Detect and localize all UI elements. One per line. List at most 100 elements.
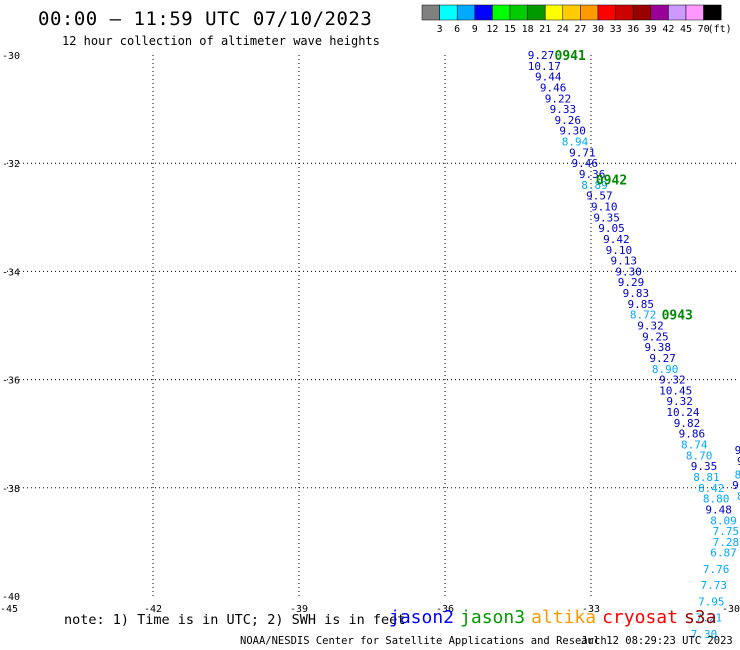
wave-height-label: 9.10	[591, 200, 618, 213]
lon-tick-label: -39	[290, 604, 308, 615]
wave-height-label: 8.94	[562, 136, 589, 149]
wave-height-label: 8.	[735, 468, 740, 481]
legend-tick-label: 27	[574, 24, 586, 35]
wave-height-label: 8.70	[686, 449, 713, 462]
lat-tick-label: -40	[2, 592, 20, 603]
wave-height-label: 9.30	[615, 265, 642, 278]
legend-unit: (ft)	[708, 24, 732, 35]
wave-height-label: 9.35	[593, 211, 620, 224]
wave-height-label: 7.28	[713, 536, 740, 549]
footer-note: note: 1) Time is in UTC; 2) SWH is in fe…	[64, 612, 406, 628]
wave-height-label: 8.80	[703, 493, 730, 506]
color-scale-legend: 3 6 9 12 15 18 21 24 27 30 33 36 39 42 45 70(ft)	[421, 4, 732, 35]
wave-height-label: 9.44	[535, 71, 562, 84]
legend-tick-label: 18	[522, 24, 534, 35]
legend-tick-label: 33	[610, 24, 622, 35]
wave-height-label: 8.42	[698, 482, 725, 495]
lat-tick-label: -36	[2, 376, 20, 387]
wave-height-label: 9.36	[579, 168, 606, 181]
legend-tick-label: 45	[680, 24, 692, 35]
wave-height-label: 8	[737, 490, 740, 503]
wave-height-label: 9.48	[705, 503, 732, 516]
wave-height-label: 9.33	[550, 103, 577, 116]
lon-tick-label: -45	[0, 604, 18, 615]
wave-height-label: 9.29	[618, 276, 645, 289]
chart-subtitle: 12 hour collection of altimeter wave hei…	[62, 34, 380, 48]
legend-tick-label: 70	[698, 24, 710, 35]
wave-height-label: 9.27	[528, 49, 555, 62]
wave-height-label: 7.21	[696, 612, 723, 625]
wave-height-label: 9.71	[569, 146, 596, 159]
satellite-altika: altika	[531, 607, 597, 628]
wave-height-label: 9.35	[691, 460, 718, 473]
wave-height-label: 10.24	[666, 406, 699, 419]
satellite-jason2: jason2	[389, 607, 455, 628]
satellite-legend: jason2 jason3 altika cryosat s3a	[389, 607, 722, 628]
wave-height-label: 7.95	[698, 595, 725, 608]
legend-tick-label: 39	[645, 24, 657, 35]
wave-height-label: 9.	[732, 479, 740, 492]
wave-height-label: 9.10	[606, 244, 633, 257]
wave-height-label: 8.90	[652, 363, 679, 376]
legend-tick-label: 36	[627, 24, 639, 35]
lat-tick-label: -34	[2, 267, 20, 278]
pass-time-label: 0943	[662, 309, 693, 324]
wave-height-label: 9.25	[642, 330, 669, 343]
lon-tick-label: -33	[582, 604, 600, 615]
legend-tick-label: 9	[472, 24, 478, 35]
lat-tick-label: -30	[2, 51, 20, 62]
wave-height-label: 7.73	[701, 579, 728, 592]
wave-height-label: 9.42	[603, 233, 630, 246]
legend-tick-label: 3	[437, 24, 443, 35]
wave-height-label: 8.81	[693, 471, 720, 484]
wave-height-label: 7.75	[713, 525, 740, 538]
legend-tick-label: 6	[454, 24, 460, 35]
wave-height-label: 9.82	[674, 417, 701, 430]
footer-credit: NOAA/NESDIS Center for Satellite Applica…	[240, 635, 607, 647]
wave-height-label: 9.22	[545, 92, 572, 105]
wave-height-label: 9.30	[559, 125, 586, 138]
legend-tick-label: 21	[539, 24, 551, 35]
wave-height-label: 9.26	[555, 114, 582, 127]
wave-height-label: 9.85	[628, 298, 655, 311]
satellite-jason3: jason3	[460, 607, 526, 628]
wave-height-label: 9.32	[666, 395, 693, 408]
wave-height-label: 7.30	[691, 628, 718, 641]
wave-height-label: 8.74	[681, 439, 708, 452]
wave-height-label: 9.46	[540, 81, 567, 94]
wave-height-label: 10.45	[659, 384, 692, 397]
chart-title: 00:00 – 11:59 UTC 07/10/2023	[38, 8, 373, 30]
wave-height-label: 9.32	[659, 374, 686, 387]
legend-tick-label: 30	[592, 24, 604, 35]
legend-swatch	[703, 4, 722, 21]
legend-tick-label: 24	[557, 24, 569, 35]
wave-height-label: 9.32	[637, 320, 664, 333]
pass-time-label: 0942	[596, 173, 627, 188]
wave-height-label: 9	[737, 455, 740, 468]
wave-height-label: 6.87	[710, 547, 737, 560]
wave-height-label: 8.72	[630, 309, 657, 322]
wave-height-label: 9.83	[623, 287, 650, 300]
wave-height-label: 9.05	[598, 222, 625, 235]
lon-tick-label: -42	[144, 604, 162, 615]
wave-height-label: 9.38	[645, 341, 672, 354]
wave-height-label: 9.27	[649, 352, 676, 365]
lat-tick-label: -38	[2, 484, 20, 495]
legend-tick-label: 12	[486, 24, 498, 35]
wave-height-label: 10.17	[528, 60, 561, 73]
satellite-s3a: s3a	[683, 607, 717, 628]
satellite-cryosat: cryosat	[602, 607, 678, 628]
legend-tick-label: 15	[504, 24, 516, 35]
lat-tick-label: -32	[2, 159, 20, 170]
wave-height-label: 9.57	[586, 190, 613, 203]
legend-tick-label: 42	[662, 24, 674, 35]
wave-height-label: 8.89	[581, 179, 608, 192]
wave-height-label: 9.	[735, 444, 740, 457]
lon-tick-label: -30	[722, 604, 740, 615]
wave-height-label: 9.46	[572, 157, 599, 170]
footer-updated: Jul 12 08:29:23 UTC 2023	[581, 635, 733, 647]
wave-height-label: 8.09	[710, 514, 737, 527]
wave-height-label: 7.76	[703, 563, 730, 576]
wave-height-label: 9.86	[679, 428, 706, 441]
